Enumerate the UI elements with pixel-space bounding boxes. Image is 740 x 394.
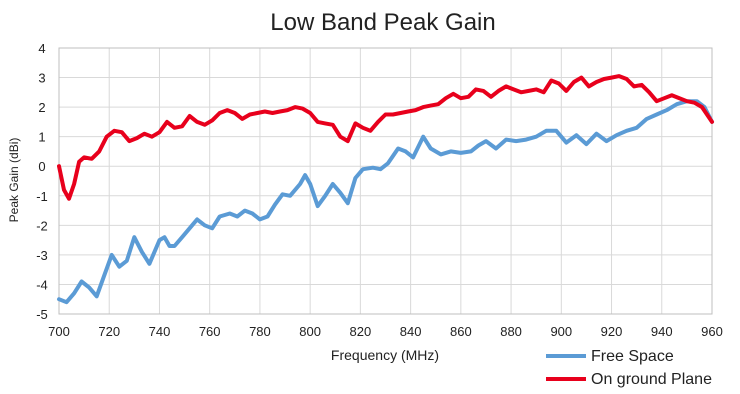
- y-tick-label: -3: [36, 248, 48, 263]
- x-tick-label: 740: [149, 324, 171, 339]
- x-tick-label: 760: [199, 324, 221, 339]
- axes: [58, 47, 713, 315]
- x-tick-label: 700: [48, 324, 70, 339]
- x-tick-label: 920: [601, 324, 623, 339]
- x-tick-label: 860: [450, 324, 472, 339]
- x-tick-label: 960: [701, 324, 723, 339]
- chart-title: Low Band Peak Gain: [270, 9, 495, 36]
- on-ground-plane-series-line: [57, 74, 714, 201]
- y-tick-label: 2: [38, 100, 45, 115]
- x-tick-label: 780: [249, 324, 271, 339]
- y-tick-label: -4: [36, 277, 48, 292]
- x-tick-label: 900: [550, 324, 572, 339]
- y-tick-label: -2: [36, 218, 48, 233]
- free-space-series-line: [57, 99, 714, 305]
- x-tick-label: 880: [500, 324, 522, 339]
- y-tick-label: 4: [38, 41, 45, 56]
- y-axis-label: Peak Gain (dBi): [7, 138, 21, 223]
- x-tick-label: 840: [400, 324, 422, 339]
- x-tick-label: 820: [350, 324, 372, 339]
- y-tick-label: 0: [38, 159, 45, 174]
- y-tick-label: -1: [36, 189, 48, 204]
- y-tick-label: 3: [38, 71, 45, 86]
- free-space-legend-label: Free Space: [591, 348, 674, 365]
- series-lines: [57, 74, 714, 305]
- gridlines: [58, 47, 713, 315]
- legend: Free Space On ground Plane: [546, 348, 712, 388]
- on-ground-plane-legend-label: On ground Plane: [591, 371, 712, 388]
- x-tick-label: 800: [299, 324, 321, 339]
- y-tick-label: -5: [36, 307, 48, 322]
- x-tick-label: 940: [651, 324, 673, 339]
- plot-frame: [58, 47, 713, 315]
- x-tick-label: 720: [98, 324, 120, 339]
- x-axis-label: Frequency (MHz): [331, 347, 439, 363]
- y-tick-label: 1: [38, 130, 45, 145]
